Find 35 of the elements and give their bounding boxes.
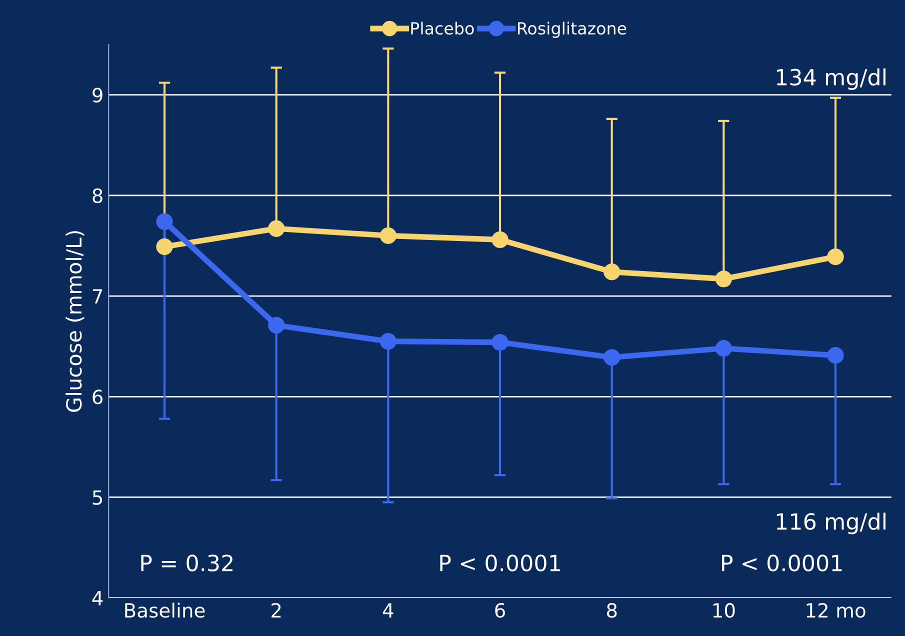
point bbox=[380, 227, 397, 244]
y-tick-label: 9 bbox=[92, 88, 102, 102]
point bbox=[715, 340, 732, 357]
point bbox=[380, 332, 397, 350]
point bbox=[604, 349, 620, 366]
point bbox=[492, 334, 508, 351]
point bbox=[827, 248, 844, 266]
annotation: P = 0.32 bbox=[141, 554, 232, 572]
point bbox=[268, 316, 285, 334]
point bbox=[156, 238, 173, 256]
x-tick-label: 10 bbox=[713, 603, 735, 618]
x-tick-label: Baseline bbox=[125, 602, 205, 618]
point bbox=[827, 347, 844, 364]
x-tick-label: 6 bbox=[495, 603, 505, 618]
x-tick-label: 8 bbox=[606, 603, 617, 618]
y-tick-label: 4 bbox=[92, 591, 103, 606]
x-tick-label: 4 bbox=[382, 603, 394, 618]
annotation: P < 0.0001 bbox=[722, 554, 842, 572]
x-tick-label: 12 mo bbox=[806, 603, 866, 618]
legend-label: Rosiglitazone bbox=[518, 22, 626, 38]
y-tick-label: 7 bbox=[92, 289, 102, 304]
annotation: 116 mg/dl bbox=[776, 512, 886, 534]
point bbox=[492, 231, 508, 248]
point bbox=[715, 270, 732, 288]
y-tick-label: 5 bbox=[92, 490, 102, 505]
y-tick-label: 6 bbox=[92, 390, 103, 404]
point bbox=[604, 264, 620, 280]
annotation: 134 mg/dl bbox=[776, 68, 886, 90]
y-axis-title: Glucose (mmol/L) bbox=[66, 231, 84, 412]
point bbox=[156, 213, 173, 230]
y-tick-label: 8 bbox=[92, 188, 102, 204]
x-tick-label: 2 bbox=[272, 603, 281, 618]
legend-label: Placebo bbox=[411, 22, 474, 35]
point bbox=[268, 220, 285, 237]
annotation: P < 0.0001 bbox=[440, 554, 560, 572]
